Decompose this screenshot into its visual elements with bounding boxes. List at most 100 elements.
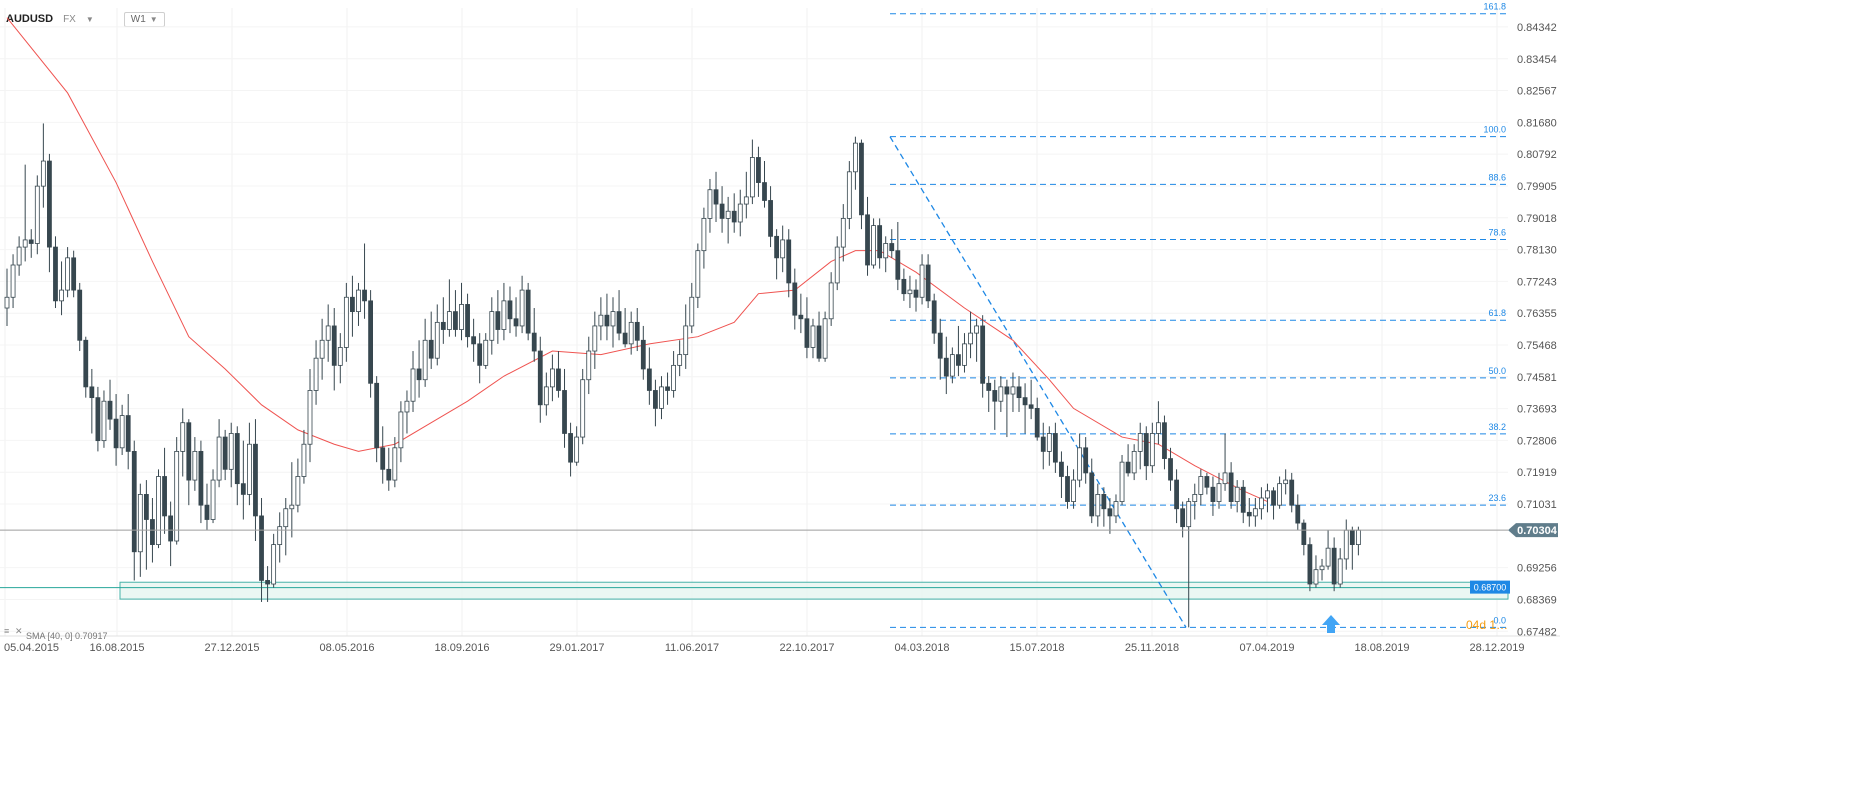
menu-icon: ≡ — [4, 626, 9, 636]
candle — [956, 325, 961, 377]
candle-body — [28, 239, 34, 244]
candle — [331, 308, 337, 391]
candle — [398, 401, 404, 463]
candle-body — [1222, 472, 1228, 485]
x-tick-label: 15.07.2018 — [1009, 642, 1064, 654]
candle — [665, 372, 670, 405]
candle — [410, 351, 416, 412]
candle — [646, 347, 652, 405]
support-zone — [119, 581, 1509, 600]
candle-body — [774, 235, 780, 259]
candle-body — [610, 311, 616, 327]
candle-body — [822, 318, 828, 359]
candle — [1016, 376, 1022, 412]
candle — [337, 333, 343, 384]
candle — [846, 161, 852, 230]
candle — [828, 272, 834, 326]
x-axis[interactable]: 05.04.2015 16.08.2015 27.12.2015 08.05.2016… — [0, 635, 1560, 654]
candle — [22, 164, 28, 262]
candle-body — [483, 339, 489, 366]
candle-body — [386, 468, 392, 481]
candle-body — [374, 382, 380, 449]
candle-body — [810, 325, 816, 348]
candle-body — [731, 210, 737, 223]
candle — [653, 379, 658, 427]
candle-body — [671, 364, 676, 391]
candle — [1143, 426, 1149, 481]
candle — [47, 153, 52, 273]
candle — [380, 426, 386, 484]
candle — [1277, 476, 1282, 509]
timeframe-selector[interactable]: W1 ▼ — [123, 11, 165, 27]
candle — [446, 279, 452, 337]
candle-body — [150, 519, 155, 545]
candle — [325, 304, 331, 362]
candle — [83, 336, 89, 398]
sma-legend-label: SMA [40, 0] 0.70917 — [26, 631, 108, 641]
candle-body — [556, 368, 561, 391]
candle — [580, 368, 586, 445]
candle-body — [343, 296, 349, 348]
candle — [1240, 480, 1246, 524]
candle — [1174, 469, 1179, 524]
candle — [501, 282, 507, 341]
candle — [477, 333, 483, 384]
candle — [1325, 530, 1331, 570]
candle-body — [713, 189, 719, 205]
candle-body — [877, 225, 883, 259]
candle — [931, 293, 937, 344]
y-axis[interactable]: 0.84342 0.83454 0.82567 0.81680 0.80792 0.799… — [1517, 22, 1557, 638]
chevron-down-icon[interactable]: ▼ — [85, 14, 94, 24]
sma-indicator[interactable] — [6, 17, 1268, 503]
candle — [295, 458, 301, 513]
candle — [1337, 548, 1343, 588]
candle — [531, 308, 537, 362]
candle-body — [156, 476, 161, 545]
candle-body — [1083, 447, 1089, 474]
candle — [277, 512, 283, 563]
candle — [949, 347, 955, 384]
candle — [822, 311, 828, 362]
candle-body — [586, 350, 592, 381]
candle-body — [622, 332, 628, 345]
candle-body — [1034, 407, 1040, 438]
candle-body — [283, 508, 289, 528]
candle — [356, 282, 361, 326]
candle-body — [422, 339, 428, 381]
candle-body — [1040, 436, 1046, 452]
candle — [816, 311, 822, 362]
fib-trend-line — [889, 136, 1187, 628]
candle — [622, 308, 628, 348]
candle-body — [646, 368, 652, 391]
candle-body — [677, 354, 683, 366]
candle-body — [537, 350, 543, 406]
candle-body — [1071, 479, 1076, 502]
candle — [1228, 462, 1234, 509]
candle-body — [846, 171, 852, 219]
symbol-label[interactable]: AUDUSD — [6, 13, 54, 25]
candle — [343, 282, 349, 362]
candle — [1131, 444, 1137, 481]
candle-body — [1186, 501, 1192, 528]
fibonacci-retracement[interactable]: 161.8 100.0 88.6 78.6 61.8 50.0 38.2 23.6 0.0 — [889, 2, 1508, 628]
candle-body — [962, 343, 967, 366]
candle — [998, 376, 1004, 412]
sma-line — [6, 17, 1268, 503]
candle — [1331, 537, 1337, 592]
candle-body — [1119, 461, 1125, 502]
candle-body — [786, 239, 792, 284]
candle — [1071, 469, 1076, 509]
candle — [568, 422, 573, 477]
candle-body — [901, 278, 907, 295]
candle-body — [162, 476, 167, 517]
candle-body — [1210, 486, 1216, 502]
candle-body — [507, 300, 513, 320]
candle-body — [1016, 386, 1022, 399]
candle-body — [1198, 476, 1204, 495]
candle-body — [1319, 565, 1325, 571]
candle-body — [768, 200, 773, 237]
y-tick-label: 0.79905 — [1517, 181, 1557, 193]
candle-body — [840, 218, 846, 248]
candle-countdown: 04d 1… — [1466, 618, 1508, 632]
